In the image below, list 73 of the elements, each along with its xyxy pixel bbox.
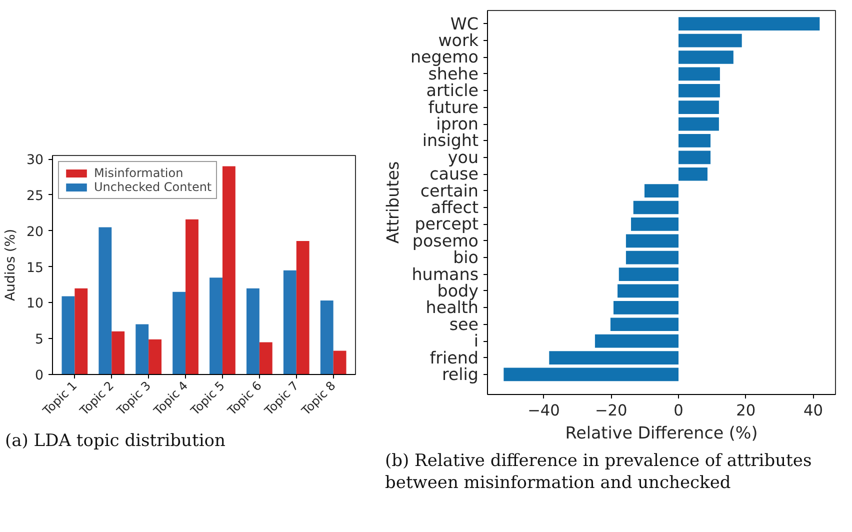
bar bbox=[613, 301, 679, 314]
bar bbox=[618, 268, 679, 281]
bar bbox=[678, 117, 719, 131]
y-tick-label: body bbox=[437, 281, 479, 300]
y-tick-label: humans bbox=[412, 264, 478, 284]
x-tick-label: 0 bbox=[674, 402, 684, 420]
x-tick-label: 40 bbox=[804, 402, 824, 420]
y-tick-label: affect bbox=[430, 198, 479, 218]
bar bbox=[644, 184, 679, 198]
bar bbox=[626, 234, 679, 248]
bar bbox=[618, 284, 679, 298]
bar bbox=[610, 318, 679, 332]
bar bbox=[633, 200, 679, 214]
bar bbox=[320, 300, 334, 374]
bar bbox=[186, 219, 198, 374]
y-tick-label: 5 bbox=[35, 332, 44, 348]
text: (b) Relative difference in prevalence of attributes between misinformation and unchecked bbox=[385, 450, 813, 494]
x-tick-label: −20 bbox=[594, 402, 628, 420]
y-tick-label: future bbox=[428, 98, 479, 117]
bar bbox=[210, 278, 222, 374]
y-tick-label: ipron bbox=[436, 114, 479, 134]
legend-label: Unchecked Content bbox=[94, 180, 212, 194]
bar bbox=[296, 240, 310, 374]
bar bbox=[62, 296, 75, 374]
y-tick-label: certain bbox=[420, 181, 479, 200]
y-tick-label: 25 bbox=[26, 188, 44, 204]
bar bbox=[678, 150, 711, 164]
bar bbox=[678, 84, 720, 98]
bar bbox=[678, 34, 742, 48]
bar bbox=[549, 351, 679, 364]
y-tick-label: see bbox=[449, 314, 479, 334]
y-tick-label: 20 bbox=[26, 224, 44, 240]
y-axis-title: Attributes bbox=[383, 161, 402, 244]
bar bbox=[112, 331, 125, 374]
y-tick-label: relig bbox=[442, 364, 479, 384]
bar bbox=[148, 339, 162, 374]
bar bbox=[626, 250, 679, 264]
y-axis-title: Audios (%) bbox=[4, 228, 19, 302]
bar bbox=[678, 50, 734, 64]
x-tick-label: 20 bbox=[736, 402, 756, 420]
bar bbox=[172, 292, 186, 374]
y-tick-label: percept bbox=[414, 214, 479, 234]
bar bbox=[678, 134, 711, 148]
bar bbox=[504, 368, 679, 382]
y-tick-label: friend bbox=[430, 348, 478, 368]
y-tick-label: work bbox=[438, 31, 479, 50]
text: (a) LDA topic distribution bbox=[5, 430, 226, 452]
legend-label: Misinformation bbox=[94, 166, 184, 180]
bar bbox=[259, 342, 272, 374]
bar bbox=[333, 350, 346, 374]
y-tick-label: 0 bbox=[35, 368, 44, 384]
bar bbox=[246, 288, 260, 374]
y-tick-label: WC bbox=[450, 14, 479, 34]
y-tick-label: bio bbox=[453, 248, 479, 268]
bar bbox=[678, 17, 820, 31]
bar bbox=[678, 167, 708, 181]
y-tick-label: article bbox=[426, 81, 479, 100]
bar bbox=[98, 227, 112, 374]
y-tick-label: i bbox=[474, 332, 479, 351]
bar bbox=[74, 288, 88, 374]
bar bbox=[222, 166, 236, 374]
x-tick-label: −40 bbox=[528, 402, 560, 420]
y-tick-label: 10 bbox=[26, 296, 44, 312]
bar bbox=[631, 218, 679, 231]
y-tick-label: negemo bbox=[410, 48, 479, 67]
bar bbox=[678, 67, 720, 81]
bar bbox=[283, 270, 296, 374]
bar bbox=[594, 334, 679, 348]
bar bbox=[136, 324, 149, 374]
y-tick-label: 15 bbox=[26, 260, 44, 276]
x-axis-title: Relative Difference (%) bbox=[565, 424, 758, 442]
bar bbox=[678, 100, 719, 114]
y-tick-label: 30 bbox=[26, 153, 44, 168]
